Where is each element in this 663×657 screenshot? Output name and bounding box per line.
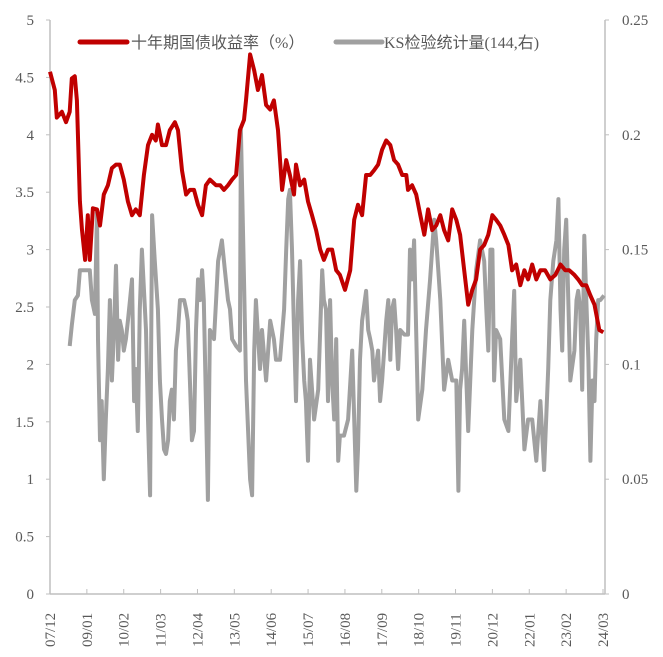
right-tick-label: 0.2 xyxy=(622,128,641,144)
series-line-ks xyxy=(67,128,606,502)
x-tick-label: 16/08 xyxy=(338,613,354,647)
left-tick-label: 3.5 xyxy=(15,185,34,201)
legend: 十年期国债收益率（%） KS检验统计量(144,右) xyxy=(77,34,539,52)
x-tick-label: 23/02 xyxy=(559,613,575,647)
left-tick-label: 2 xyxy=(27,357,35,373)
x-tick-label: 07/12 xyxy=(43,613,59,647)
right-tick-labels: 0 0.05 0.1 0.15 0.2 0.25 xyxy=(605,13,648,603)
left-tick-label: 5 xyxy=(27,13,35,29)
x-tick-label: 20/12 xyxy=(485,613,501,647)
x-tick-labels: 07/12 09/01 10/02 11/03 12/04 13/05 14/06 15/07… xyxy=(43,589,612,647)
right-tick-label: 0.05 xyxy=(622,472,648,488)
x-tick-label: 09/01 xyxy=(80,613,96,647)
legend-label-ks: KS检验统计量(144,右) xyxy=(384,34,539,52)
x-tick-label: 22/01 xyxy=(522,613,538,647)
right-tick-label: 0.25 xyxy=(622,13,648,29)
x-tick-label: 11/03 xyxy=(154,613,170,647)
series-line-yield xyxy=(48,52,605,335)
left-tick-label: 1 xyxy=(27,472,35,488)
x-tick-label: 12/04 xyxy=(190,612,206,647)
x-tick-label: 19/11 xyxy=(449,613,465,647)
left-tick-label: 3 xyxy=(27,243,35,259)
left-tick-label: 2.5 xyxy=(15,300,34,316)
left-tick-label: 4 xyxy=(27,128,35,144)
x-tick-label: 24/03 xyxy=(596,613,612,647)
left-tick-label: 0 xyxy=(27,587,35,603)
x-tick-label: 10/02 xyxy=(117,613,133,647)
left-tick-label: 0.5 xyxy=(15,530,34,546)
right-tick-label: 0.1 xyxy=(622,357,641,373)
left-tick-label: 1.5 xyxy=(15,415,34,431)
left-tick-labels: 0 0.5 1 1.5 2 2.5 3 3.5 4 4.5 5 xyxy=(15,13,50,603)
x-tick-label: 17/09 xyxy=(375,613,391,647)
x-tick-label: 13/05 xyxy=(227,613,243,647)
x-tick-label: 15/07 xyxy=(301,612,317,647)
right-tick-label: 0.15 xyxy=(622,243,648,259)
left-tick-label: 4.5 xyxy=(15,70,34,86)
x-tick-label: 18/10 xyxy=(412,613,428,647)
legend-label-yield: 十年期国债收益率（%） xyxy=(131,34,304,52)
series-group xyxy=(48,52,606,502)
right-tick-label: 0 xyxy=(622,587,630,603)
x-tick-label: 14/06 xyxy=(264,612,280,647)
